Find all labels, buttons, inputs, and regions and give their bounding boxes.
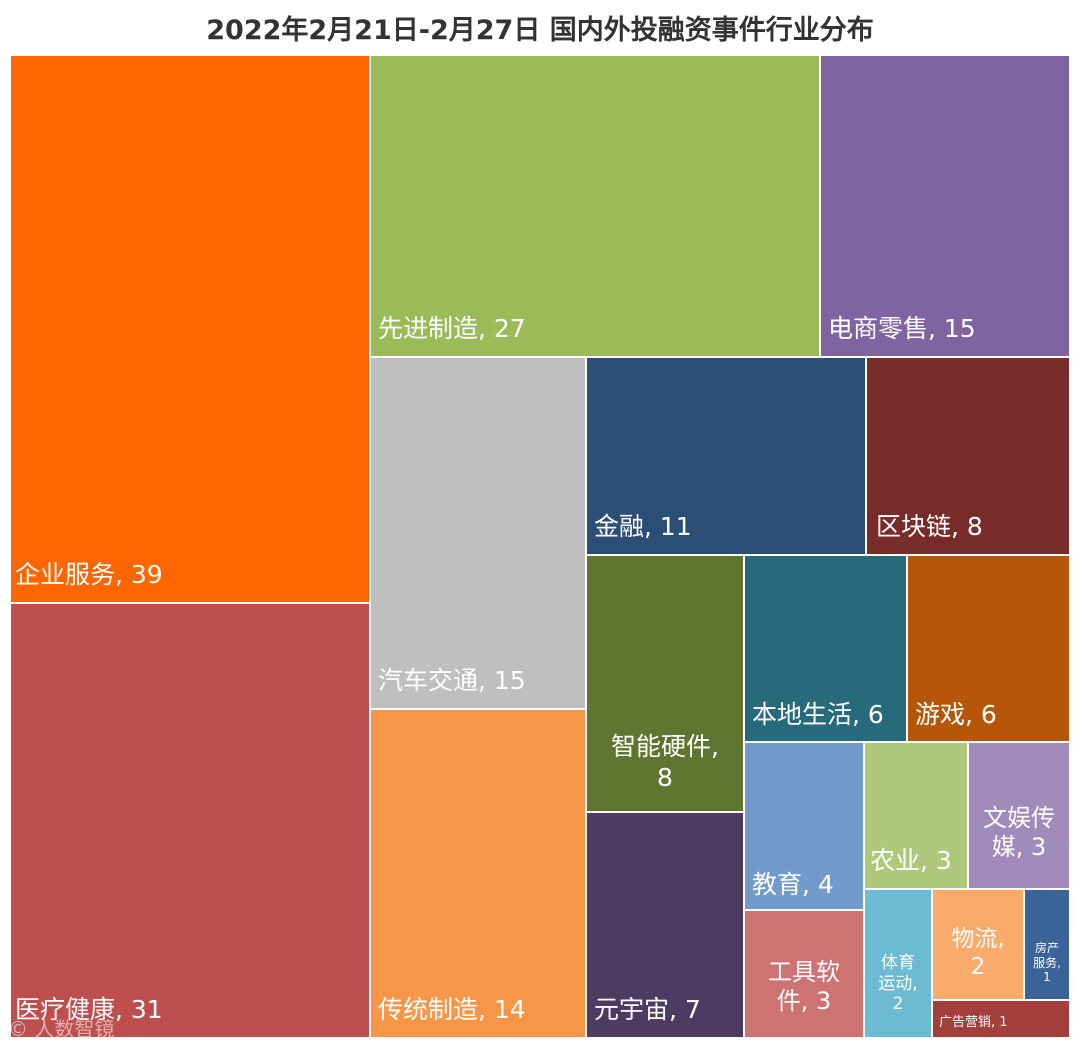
treemap-tile [586, 812, 744, 1038]
treemap-tile [820, 55, 1070, 357]
treemap-chart: 企业服务, 39 医疗健康, 31 先进制造, 27 电商零售, 15 汽车交通, 15… [10, 55, 1070, 1038]
treemap-tile [370, 357, 586, 709]
treemap-tile [864, 889, 932, 1038]
treemap-tile [744, 555, 907, 742]
treemap-tile [932, 1000, 1070, 1038]
treemap-tile-label: 物流, 2 [951, 926, 1005, 981]
treemap-tile-label: 游戏, 6 [915, 700, 997, 729]
treemap-tile [586, 555, 744, 812]
treemap-tile-label: 房产 服务, 1 [1033, 941, 1061, 985]
treemap-tile-label: 金融, 11 [594, 512, 692, 541]
treemap-tile-label: 广告营销, 1 [939, 1015, 1008, 1030]
treemap-tile [1024, 889, 1070, 1000]
treemap-tile-label: 本地生活, 6 [752, 700, 884, 729]
treemap-tile-label: 工具软 件, 3 [768, 958, 840, 1016]
treemap-tile-label: 先进制造, 27 [378, 314, 526, 343]
treemap-tile [370, 55, 820, 357]
treemap-tile-label: 汽车交通, 15 [378, 666, 526, 695]
treemap-tile-label: 元宇宙, 7 [594, 995, 701, 1024]
treemap-tile-label: 区块链, 8 [876, 512, 983, 541]
treemap-tile-label: 传统制造, 14 [378, 995, 526, 1024]
treemap-tile [744, 910, 864, 1038]
treemap-tile [932, 889, 1024, 1000]
treemap-tile-label: 电商零售, 15 [828, 314, 976, 343]
treemap-tile [10, 55, 370, 603]
chart-title: 2022年2月21日-2月27日 国内外投融资事件行业分布 [206, 15, 874, 46]
treemap-tile-label: 教育, 4 [752, 870, 834, 899]
treemap-tile-label: 体育 运动, 2 [878, 953, 918, 1015]
treemap-tile [10, 603, 370, 1038]
treemap-tile [586, 357, 866, 555]
treemap-tile [864, 742, 968, 889]
treemap-tile-label: 智能硬件, 8 [611, 732, 719, 792]
treemap-tile [907, 555, 1070, 742]
treemap-tile-label: 农业, 3 [870, 846, 952, 875]
treemap-tile [866, 357, 1070, 555]
treemap-tile [370, 709, 586, 1038]
watermark: © 人数智镜 [8, 1017, 115, 1041]
treemap-tile-label: 企业服务, 39 [15, 560, 163, 589]
treemap-tile-label: 文娱传 媒, 3 [983, 804, 1055, 862]
treemap-tile [968, 742, 1070, 889]
treemap-tile [744, 742, 864, 910]
treemap-tile-label: 医疗健康, 31 [15, 995, 163, 1024]
